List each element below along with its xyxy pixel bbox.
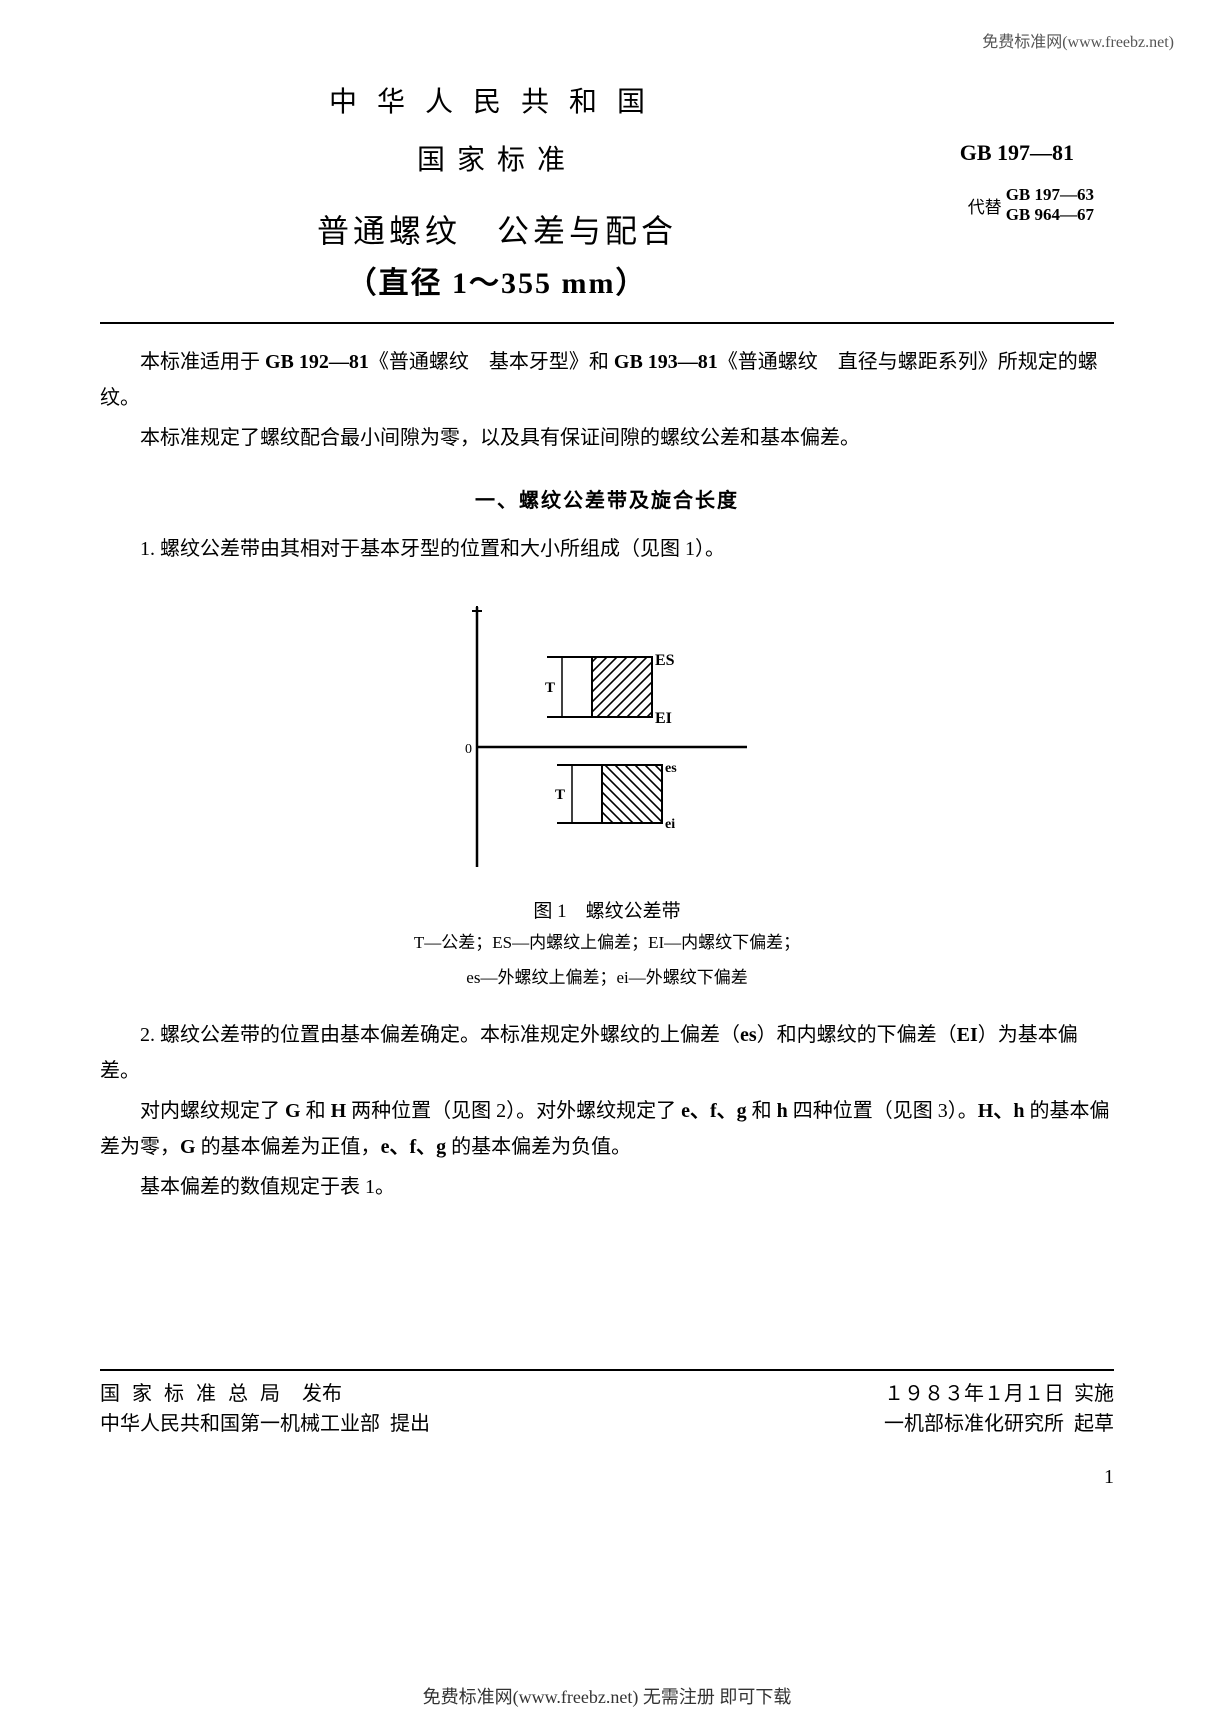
figure-1-legend2: es—外螺纹上偏差；ei—外螺纹下偏差 xyxy=(100,964,1114,993)
gb-code: GB 197—81 xyxy=(960,140,1074,166)
footer-block: 国家标准总局 发布 中华人民共和国第一机械工业部 提出 １９８３年１月１日 实施… xyxy=(100,1369,1114,1439)
p3o: 的基本偏差为负值。 xyxy=(446,1136,631,1158)
footer-left-2: 中华人民共和国第一机械工业部 提出 xyxy=(100,1409,430,1439)
country-name: 中华人民共和国 xyxy=(180,80,814,120)
footer-left: 国家标准总局 发布 中华人民共和国第一机械工业部 提出 xyxy=(100,1379,430,1439)
para-4: 基本偏差的数值规定于表 1。 xyxy=(100,1169,1114,1205)
figure-1: 0 ES EI T es ei xyxy=(100,597,1114,993)
p3n: e、f、g xyxy=(381,1136,447,1158)
section1-heading: 一、螺纹公差带及旋合长度 xyxy=(100,484,1114,513)
p3a: 对内螺纹规定了 xyxy=(140,1100,285,1122)
p3d: H xyxy=(331,1100,347,1122)
figure-1-legend1: T—公差；ES—内螺纹上偏差；EI—内螺纹下偏差； xyxy=(100,929,1114,958)
figure-1-caption: 图 1 螺纹公差带 xyxy=(100,896,1114,923)
document-header: 中华人民共和国 国家标准 GB 197—81 代替 GB 197—63 GB 9… xyxy=(100,80,1114,324)
footer-left-1: 国家标准总局 发布 xyxy=(100,1379,430,1409)
scope-p1c: 《普通螺纹 基本牙型》和 xyxy=(369,351,614,373)
body-text: 本标准适用于 GB 192—81《普通螺纹 基本牙型》和 GB 193—81《普… xyxy=(100,344,1114,1205)
footer-r2a: 一机部标准化研究所 xyxy=(884,1413,1064,1435)
svg-text:0: 0 xyxy=(465,742,472,757)
p3f: e、f、g xyxy=(681,1100,747,1122)
replace-block: 代替 GB 197—63 GB 964—67 xyxy=(968,185,1094,226)
footer-r2b: 起草 xyxy=(1074,1413,1114,1435)
figure-1-svg: 0 ES EI T es ei xyxy=(447,597,767,877)
footer-r1a: １９８３年１月１日 xyxy=(884,1383,1064,1405)
item-1: 1. 螺纹公差带由其相对于基本牙型的位置和大小所组成（见图 1）。 xyxy=(100,531,1114,567)
title-main: 普通螺纹 公差与配合 xyxy=(180,206,814,252)
item2-a: 2. 螺纹公差带的位置由基本偏差确定。本标准规定外螺纹的上偏差（ xyxy=(140,1024,740,1046)
item2-d: EI xyxy=(957,1024,978,1046)
footer-l2b: 提出 xyxy=(390,1413,430,1435)
scope-p1a: 本标准适用于 xyxy=(140,351,265,373)
item2-b: es xyxy=(740,1024,757,1046)
scope-ref2: GB 193—81 xyxy=(614,351,718,373)
label-ei: ei xyxy=(665,817,675,832)
p3m: 的基本偏差为正值， xyxy=(196,1136,381,1158)
footer-l1b: 发布 xyxy=(302,1383,342,1405)
footer-right-2: 一机部标准化研究所 起草 xyxy=(884,1409,1114,1439)
footer-r1b: 实施 xyxy=(1074,1383,1114,1405)
item-2: 2. 螺纹公差带的位置由基本偏差确定。本标准规定外螺纹的上偏差（es）和内螺纹的… xyxy=(100,1017,1114,1089)
p3e: 两种位置（见图 2）。对外螺纹规定了 xyxy=(346,1100,681,1122)
label-ES: ES xyxy=(655,652,675,669)
p3c: 和 xyxy=(301,1100,331,1122)
scope-p1: 本标准适用于 GB 192—81《普通螺纹 基本牙型》和 GB 193—81《普… xyxy=(100,344,1114,416)
page-content: 中华人民共和国 国家标准 GB 197—81 代替 GB 197—63 GB 9… xyxy=(0,0,1214,1205)
footer-right: １９８３年１月１日 实施 一机部标准化研究所 起草 xyxy=(884,1379,1114,1439)
p3g: 和 xyxy=(747,1100,777,1122)
label-T-top: T xyxy=(545,680,555,696)
p3b: G xyxy=(285,1100,301,1122)
label-es: es xyxy=(665,761,677,776)
page-number: 1 xyxy=(1104,1466,1114,1489)
p3j: H、h xyxy=(978,1100,1025,1122)
footer-right-1: １９８３年１月１日 实施 xyxy=(884,1379,1114,1409)
replace-label: 代替 xyxy=(968,193,1002,218)
p3h: h xyxy=(777,1100,788,1122)
replace-code-2: GB 964—67 xyxy=(1006,205,1094,225)
item2-c: ）和内螺纹的下偏差（ xyxy=(757,1024,957,1046)
title-sub: （直径 1～355 mm） xyxy=(180,258,814,302)
scope-ref1: GB 192—81 xyxy=(265,351,369,373)
p3i: 四种位置（见图 3）。 xyxy=(788,1100,978,1122)
p3l: G xyxy=(180,1136,196,1158)
scope-p2: 本标准规定了螺纹配合最小间隙为零，以及具有保证间隙的螺纹公差和基本偏差。 xyxy=(100,420,1114,456)
watermark-top: 免费标准网(www.freebz.net) xyxy=(982,28,1174,52)
watermark-bottom: 免费标准网(www.freebz.net) 无需注册 即可下载 xyxy=(0,1683,1214,1709)
label-T-bot: T xyxy=(555,787,565,803)
footer-l2a: 中华人民共和国第一机械工业部 xyxy=(100,1413,380,1435)
replace-codes: GB 197—63 GB 964—67 xyxy=(1006,185,1094,226)
footer-l1a: 国家标准总局 xyxy=(100,1383,292,1405)
replace-code-1: GB 197—63 xyxy=(1006,185,1094,205)
standard-label: 国家标准 xyxy=(180,138,814,178)
label-EI: EI xyxy=(655,710,672,727)
para-3: 对内螺纹规定了 G 和 H 两种位置（见图 2）。对外螺纹规定了 e、f、g 和… xyxy=(100,1093,1114,1165)
